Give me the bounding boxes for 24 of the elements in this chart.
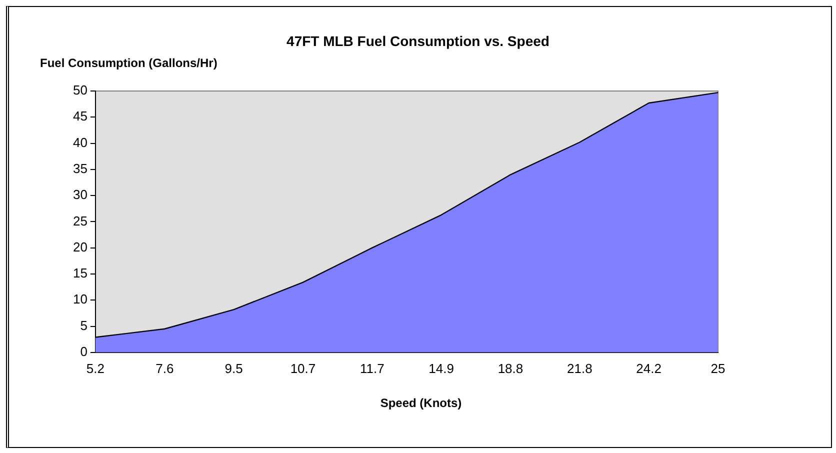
x-tick-label: 5.2 — [86, 360, 104, 376]
y-tick-label: 50 — [72, 82, 88, 98]
x-tick-label: 25 — [710, 360, 726, 376]
x-tick-label: 10.7 — [290, 360, 316, 376]
y-tick-label: 10 — [72, 292, 88, 307]
y-tick-label: 40 — [72, 134, 88, 150]
x-tick-label: 24.2 — [636, 360, 662, 376]
x-tick-label: 18.8 — [498, 360, 524, 376]
y-tick-label: 35 — [72, 161, 88, 176]
x-axis-title: Speed (Knots) — [379, 396, 463, 410]
y-tick-label: 30 — [72, 187, 88, 202]
x-tick-label: 9.5 — [224, 360, 243, 376]
y-tick-label: 5 — [80, 318, 88, 333]
y-axis-title: Fuel Consumption (Gallons/Hr) — [40, 56, 218, 70]
y-tick-label: 25 — [72, 213, 88, 228]
x-tick-label: 11.7 — [360, 360, 384, 376]
chart-title: 47FT MLB Fuel Consumption vs. Speed — [286, 33, 550, 49]
y-tick-label: 15 — [72, 266, 88, 281]
y-tick-label: 45 — [72, 108, 88, 124]
x-tick-label: 21.8 — [567, 360, 592, 376]
x-tick-label: 7.6 — [156, 360, 174, 376]
x-tick-label: 14.9 — [428, 360, 454, 376]
y-tick-label: 20 — [72, 239, 88, 254]
y-tick-label: 0 — [80, 344, 88, 359]
